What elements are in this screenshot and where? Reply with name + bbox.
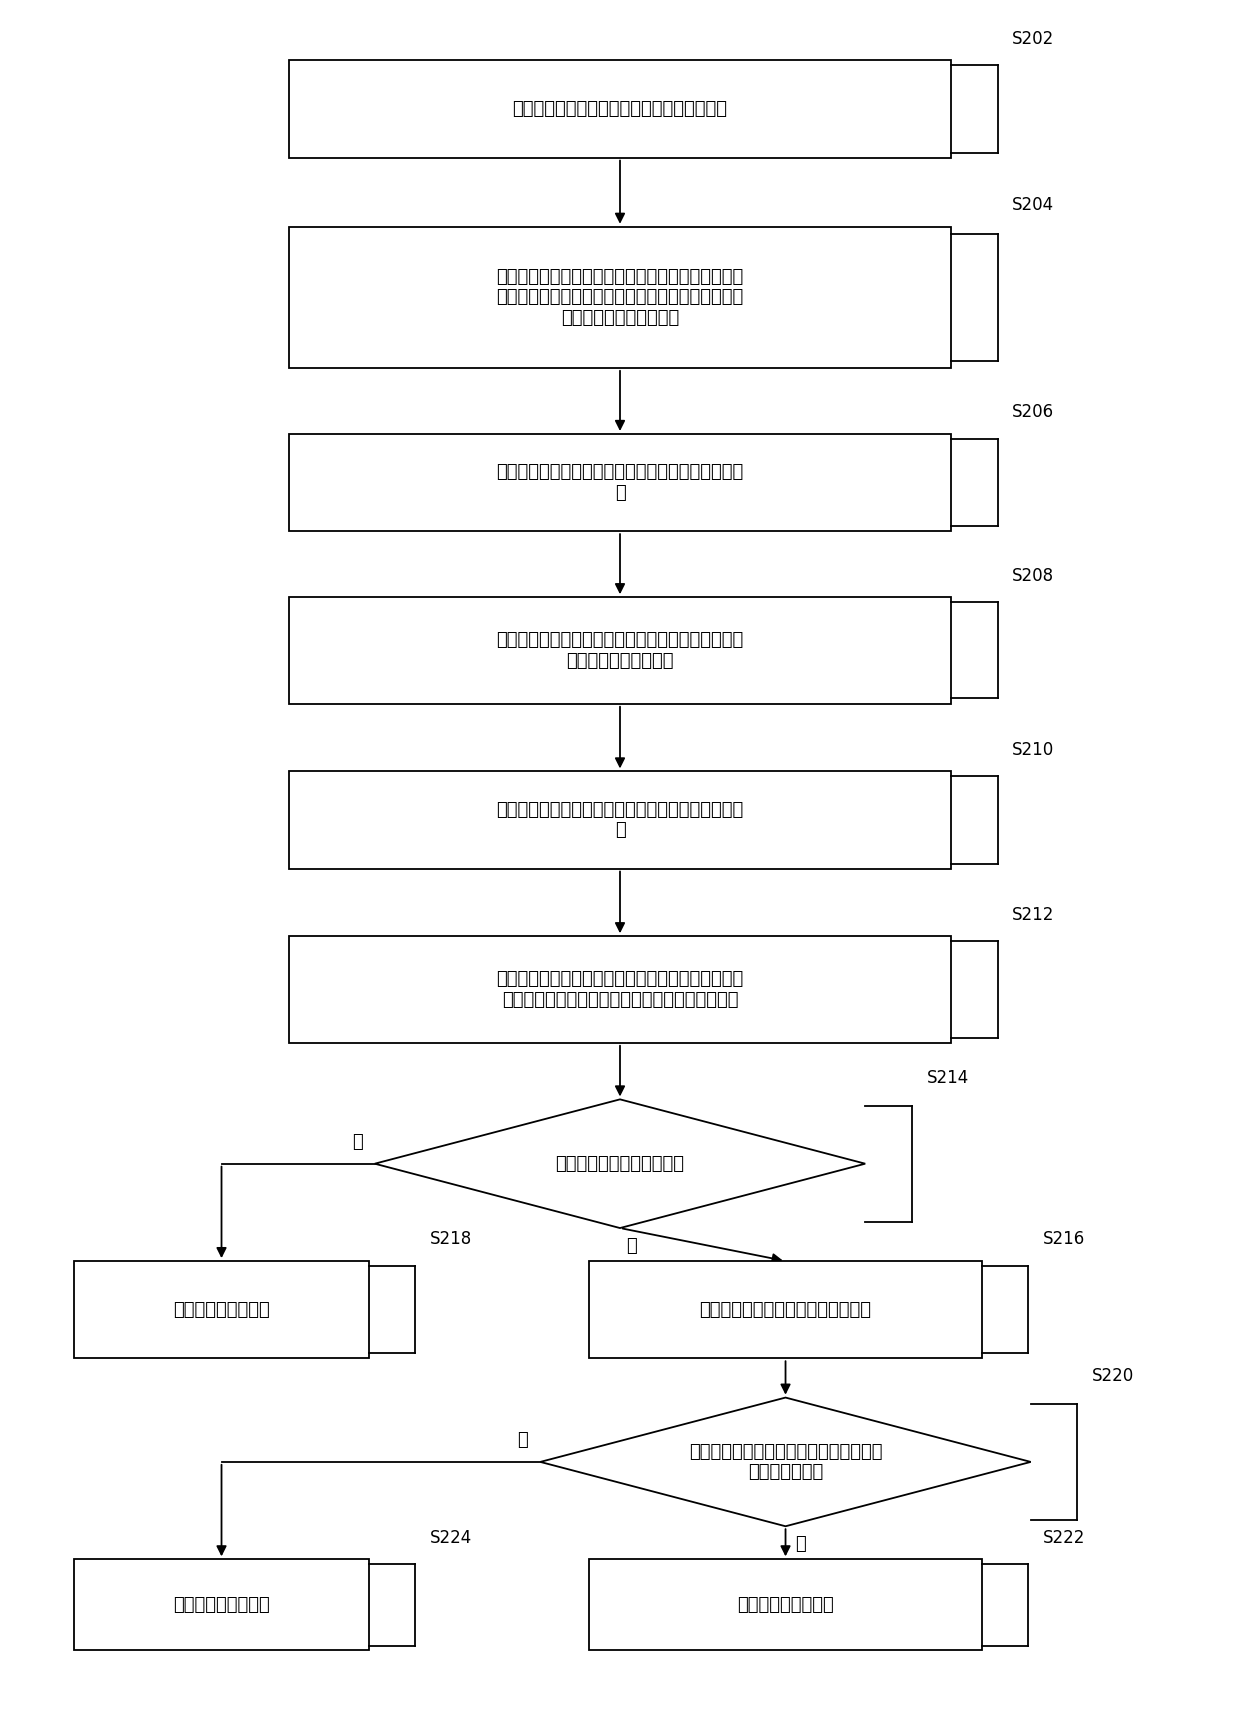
- Text: S222: S222: [1043, 1528, 1085, 1547]
- Text: 通过校表工具读取设置在待校准电能表中的计量芯片
的初始有效电流值，并将初始有效电流值作为待校准
电能表的初始有效电流值: 通过校表工具读取设置在待校准电能表中的计量芯片 的初始有效电流值，并将初始有效电…: [496, 268, 744, 326]
- Text: S220: S220: [1092, 1367, 1135, 1384]
- FancyBboxPatch shape: [589, 1261, 982, 1359]
- Text: S206: S206: [1012, 403, 1054, 422]
- Text: S204: S204: [1012, 197, 1054, 214]
- Text: 判断校准电流值是否等于零: 判断校准电流值是否等于零: [556, 1155, 684, 1172]
- Text: 确定校准电流值为零: 确定校准电流值为零: [737, 1596, 835, 1613]
- Polygon shape: [541, 1398, 1030, 1526]
- Text: 将有效电流平方值减去感应电流校准值，得到相减结
果，对相减结果进行平方根计算，得到校准电流值: 将有效电流平方值减去感应电流校准值，得到相减结 果，对相减结果进行平方根计算，得…: [496, 971, 744, 1008]
- Text: 是: 是: [352, 1133, 362, 1152]
- Polygon shape: [374, 1099, 866, 1229]
- Text: S202: S202: [1012, 29, 1054, 48]
- FancyBboxPatch shape: [289, 596, 951, 704]
- Text: 确定校准电流值正确: 确定校准电流值正确: [174, 1596, 270, 1613]
- Text: 确定校准电流值正确: 确定校准电流值正确: [174, 1301, 270, 1319]
- FancyBboxPatch shape: [589, 1559, 982, 1651]
- Text: S210: S210: [1012, 740, 1054, 759]
- Text: S224: S224: [430, 1528, 472, 1547]
- Text: 将初始有效电流值进行平方计算，得到感应电流校准
值: 将初始有效电流值进行平方计算，得到感应电流校准 值: [496, 463, 744, 502]
- Text: S218: S218: [430, 1230, 472, 1249]
- Text: 获取待检测电能表的基波电流有效值: 获取待检测电能表的基波电流有效值: [699, 1301, 872, 1319]
- FancyBboxPatch shape: [74, 1261, 368, 1359]
- Text: 否: 否: [626, 1237, 637, 1254]
- Text: S214: S214: [926, 1068, 968, 1087]
- FancyBboxPatch shape: [289, 434, 951, 531]
- Text: 否: 否: [517, 1432, 528, 1449]
- Text: S208: S208: [1012, 567, 1054, 584]
- FancyBboxPatch shape: [289, 227, 951, 367]
- Text: 利用与待校准电能表连接的工作电路，获取待校准电
能表的实际有效电流值: 利用与待校准电能表连接的工作电路，获取待校准电 能表的实际有效电流值: [496, 631, 744, 670]
- Text: S216: S216: [1043, 1230, 1085, 1249]
- FancyBboxPatch shape: [74, 1559, 368, 1651]
- FancyBboxPatch shape: [289, 771, 951, 868]
- Text: 是: 是: [795, 1535, 806, 1553]
- Text: S212: S212: [1012, 906, 1055, 923]
- Text: 对实际有效电流值进行平方计算，得到有效电流平方
值: 对实际有效电流值进行平方计算，得到有效电流平方 值: [496, 800, 744, 839]
- FancyBboxPatch shape: [289, 937, 951, 1042]
- Text: 利用电能表检测装置对待校准电能表提供电压: 利用电能表检测装置对待校准电能表提供电压: [512, 99, 728, 118]
- Text: 判断基波电流有效值是否小于待检测电能
表的起动电流值: 判断基波电流有效值是否小于待检测电能 表的起动电流值: [688, 1442, 883, 1482]
- FancyBboxPatch shape: [289, 60, 951, 157]
